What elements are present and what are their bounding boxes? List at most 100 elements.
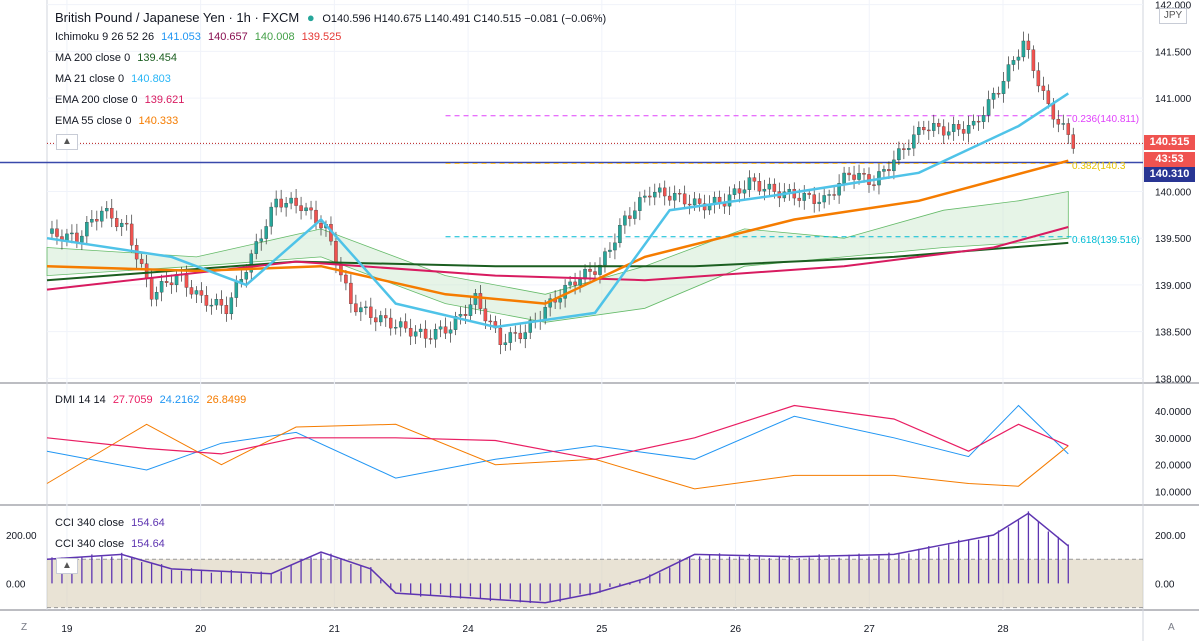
candle-body <box>478 293 483 309</box>
candle-body <box>70 232 74 235</box>
candle-body <box>105 208 109 212</box>
price-tick-label: 138.000 <box>1155 374 1192 385</box>
time-tick-label: 21 <box>329 624 341 635</box>
symbol-legend: British Pound / Japanese Yen · 1h · FXCM… <box>55 10 610 25</box>
candle-body <box>1066 123 1071 135</box>
candle-body <box>95 219 99 222</box>
candle-body <box>264 226 268 239</box>
candle-body <box>677 192 682 195</box>
dmi-tick-label: 10.0000 <box>1155 488 1192 499</box>
candle-body <box>279 198 283 208</box>
candle-body <box>139 258 144 264</box>
candle-body <box>961 129 966 134</box>
cci1-label: CCI 340 close <box>55 517 125 529</box>
dmi-tick-label: 30.0000 <box>1155 434 1192 445</box>
candle-body <box>757 181 762 192</box>
collapse-cci-button[interactable]: ▲ <box>56 558 78 574</box>
last-price-label: 140.515 <box>1144 135 1195 150</box>
candle-body <box>254 241 258 254</box>
time-tick-label: 27 <box>864 624 876 635</box>
candle-body <box>418 328 423 332</box>
candle-body <box>473 293 478 305</box>
ema55-label: EMA 55 close 0 <box>55 115 132 127</box>
candle-body <box>618 225 622 244</box>
candle-body <box>817 201 821 204</box>
candle-body <box>129 223 134 246</box>
auto-scale-button[interactable]: A <box>1168 622 1175 633</box>
candle-body <box>234 282 239 298</box>
dmi-v1: 27.7059 <box>112 394 153 406</box>
candle-body <box>184 274 189 288</box>
candle-body <box>742 189 747 194</box>
candle-body <box>762 188 767 192</box>
candle-body <box>1011 60 1016 65</box>
ema55-value: 140.333 <box>138 115 179 127</box>
ichimoku-legend[interactable]: Ichimoku 9 26 52 26 141.053 140.657 140.… <box>55 31 345 43</box>
candle-body <box>369 306 373 318</box>
candle-body <box>80 235 84 243</box>
candle-body <box>787 188 792 193</box>
candle-body <box>667 195 672 201</box>
cci-tick-label: 200.00 <box>1155 531 1186 542</box>
candle-body <box>847 172 851 176</box>
candle-body <box>737 188 742 194</box>
collapse-legend-button[interactable]: ▲ <box>56 134 78 150</box>
candle-body <box>364 306 368 309</box>
cci2-legend[interactable]: CCI 340 close 154.64 <box>55 538 169 550</box>
ma200-legend[interactable]: MA 200 close 0 139.454 <box>55 52 181 64</box>
candle-body <box>334 241 338 265</box>
candle-body <box>936 123 941 127</box>
ema55-legend[interactable]: EMA 55 close 0 140.333 <box>55 115 182 127</box>
ma200-value: 139.454 <box>137 52 178 64</box>
candle-body <box>528 320 532 333</box>
candle-body <box>658 187 662 193</box>
candle-body <box>832 194 836 196</box>
candle-body <box>219 299 224 306</box>
ema200-legend[interactable]: EMA 200 close 0 139.621 <box>55 94 188 106</box>
candle-body <box>388 317 393 329</box>
candle-body <box>613 242 617 251</box>
cci-tick-label: 0.00 <box>1155 579 1175 590</box>
ichimoku-v2: 140.657 <box>207 31 248 43</box>
ichimoku-v4: 139.525 <box>301 31 342 43</box>
candle-body <box>648 195 652 198</box>
cci2-value: 154.64 <box>131 538 165 550</box>
price-tick-label: 141.500 <box>1155 47 1192 58</box>
candle-body <box>912 134 916 149</box>
cci-tick-label-left: 200.00 <box>6 531 37 542</box>
candle-body <box>393 327 398 329</box>
candle-body <box>55 228 59 237</box>
adx-line <box>46 404 1069 460</box>
candle-body <box>837 183 841 196</box>
candle-body <box>628 215 632 219</box>
candle-body <box>85 222 89 237</box>
candle-body <box>90 219 94 223</box>
candle-body <box>359 307 363 313</box>
countdown-label: 43:53 <box>1144 152 1195 167</box>
dmi-legend[interactable]: DMI 14 14 27.7059 24.2162 26.8499 <box>55 394 250 406</box>
candle-body <box>284 203 288 208</box>
candle-body <box>50 228 54 234</box>
ema200-line <box>46 226 1069 291</box>
ma21-legend[interactable]: MA 21 close 0 140.803 <box>55 73 175 85</box>
candle-body <box>229 297 234 315</box>
candle-body <box>588 268 592 272</box>
candle-body <box>508 332 513 343</box>
candle-body <box>1036 70 1041 87</box>
cci1-legend[interactable]: CCI 340 close 154.64 <box>55 517 169 529</box>
fib-236-label: 0.236(140.811) <box>1072 114 1140 125</box>
dmi-tick-label: 20.0000 <box>1155 461 1192 472</box>
candle-body <box>887 169 891 172</box>
ichimoku-v1: 141.053 <box>161 31 201 43</box>
currency-button[interactable]: JPY <box>1159 8 1187 24</box>
candle-body <box>653 191 657 198</box>
market-status-icon: ● <box>306 10 315 25</box>
candle-body <box>558 298 562 303</box>
candle-body <box>144 263 149 279</box>
candle-body <box>682 193 687 205</box>
candle-body <box>154 292 159 300</box>
candle-body <box>797 197 802 201</box>
timezone-button[interactable]: Z <box>21 622 28 633</box>
candle-body <box>289 197 293 204</box>
